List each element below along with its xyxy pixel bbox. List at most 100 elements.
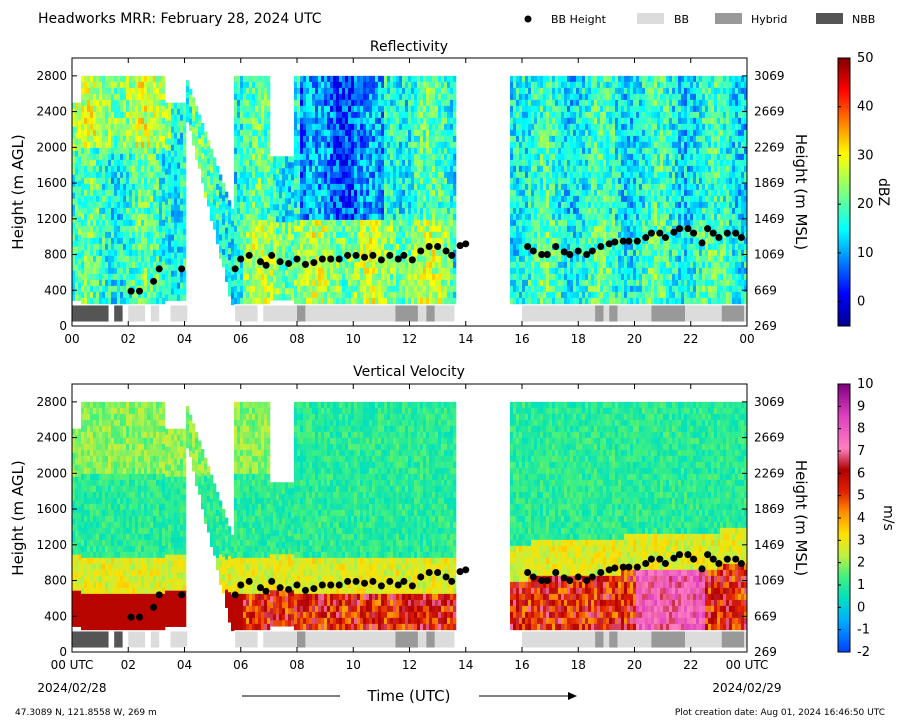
heatmap-cell [381,105,385,113]
heatmap-cell [522,219,526,227]
heatmap-cell [393,99,397,107]
heatmap-cell [327,291,331,299]
heatmap-cell [153,273,157,281]
heatmap-cell [360,117,364,125]
heatmap-cell [375,195,379,203]
heatmap-cell [363,267,367,275]
heatmap-cell [81,207,85,215]
heatmap-cell [258,183,262,191]
heatmap-cell [339,201,343,209]
heatmap-cell [360,123,364,131]
heatmap-cell [540,75,544,83]
heatmap-cell [156,195,160,203]
heatmap-cell [333,171,337,179]
heatmap-cell [99,99,103,107]
heatmap-cell [261,99,265,107]
heatmap-cell [144,123,148,131]
heatmap-cell [516,147,520,155]
heatmap-cell [258,285,262,293]
heatmap-cell [162,93,166,101]
heatmap-cell [144,99,148,107]
heatmap-cell [444,297,448,305]
heatmap-cell [381,177,385,185]
heatmap-cell [342,117,346,125]
heatmap-cell [549,153,553,161]
heatmap-cell [258,177,262,185]
heatmap-cell [516,231,520,239]
heatmap-cell [342,75,346,83]
heatmap-cell [420,111,424,119]
heatmap-cell [552,231,556,239]
heatmap-cell [288,294,292,301]
heatmap-cell [105,279,109,287]
heatmap-cell [543,243,547,251]
heatmap-cell [390,81,394,89]
heatmap-cell [135,213,139,221]
heatmap-cell [267,147,271,155]
heatmap-cell [297,177,301,185]
heatmap-cell [84,195,88,203]
heatmap-cell [180,186,184,193]
heatmap-cell [393,105,397,113]
heatmap-cell [426,87,430,95]
heatmap-cell [183,252,187,259]
heatmap-cell [525,267,529,275]
heatmap-cell [510,243,514,251]
heatmap-cell [351,171,355,179]
heatmap-cell [357,189,361,197]
heatmap-cell [354,171,358,179]
heatmap-cell [375,261,379,269]
heatmap-cell [447,285,451,293]
heatmap-cell [312,81,316,89]
heatmap-cell [90,231,94,239]
heatmap-cell [447,159,451,167]
heatmap-cell [303,93,307,101]
heatmap-cell [531,123,535,131]
heatmap-cell [360,291,364,299]
heatmap-cell [402,297,406,305]
heatmap-cell [93,147,97,155]
heatmap-cell [213,163,217,170]
heatmap-cell [87,213,91,221]
heatmap-cell [108,285,112,293]
heatmap-cell [327,219,331,227]
heatmap-cell [294,99,298,107]
heatmap-cell [87,99,91,107]
heatmap-cell [309,153,313,161]
heatmap-cell [549,249,553,257]
heatmap-cell [153,177,157,185]
heatmap-cell [516,99,520,107]
heatmap-cell [276,252,280,259]
heatmap-cell [216,201,220,209]
heatmap-cell [366,99,370,107]
heatmap-cell [558,261,562,269]
heatmap-cell [381,189,385,197]
heatmap-cell [72,126,76,133]
heatmap-cell [147,279,151,287]
heatmap-cell [168,132,172,139]
heatmap-cell [366,141,370,149]
heatmap-cell [519,93,523,101]
heatmap-cell [408,231,412,239]
heatmap-cell [315,129,319,137]
heatmap-cell [513,207,517,215]
heatmap-cell [318,183,322,191]
heatmap-cell [150,189,154,197]
heatmap-cell [318,219,322,227]
heatmap-cell [240,237,244,245]
heatmap-cell [72,186,76,193]
heatmap-cell [537,213,541,221]
heatmap-cell [135,99,139,107]
heatmap-cell [399,171,403,179]
heatmap-cell [549,231,553,239]
heatmap-cell [453,153,457,161]
heatmap-cell [354,81,358,89]
heatmap-cell [387,285,391,293]
heatmap-cell [240,267,244,275]
heatmap-cell [348,273,352,281]
heatmap-cell [357,201,361,209]
heatmap-cell [396,147,400,155]
heatmap-cell [303,207,307,215]
heatmap-cell [174,282,178,289]
heatmap-cell [417,297,421,305]
